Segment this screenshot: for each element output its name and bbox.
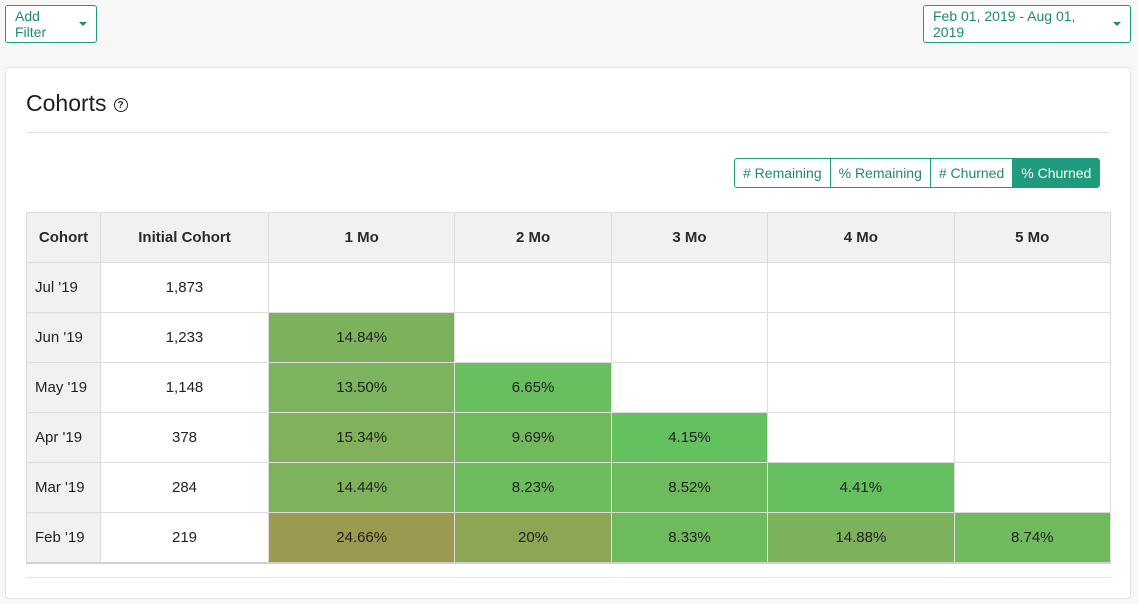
- cohort-label-cell: Jul '19: [26, 262, 101, 313]
- date-range-label: Feb 01, 2019 - Aug 01, 2019: [933, 8, 1076, 40]
- cohort-label-cell: Apr '19: [26, 412, 101, 463]
- cohort-table: Cohort Initial Cohort 1 Mo 2 Mo 3 Mo 4 M…: [26, 212, 1112, 564]
- initial-cohort-cell: 378: [100, 412, 269, 463]
- churn-cell: [454, 262, 612, 313]
- initial-cohort-cell: 1,148: [100, 362, 269, 413]
- header-5-mo: 5 Mo: [953, 212, 1112, 263]
- table-footer-divider: [26, 577, 1111, 578]
- caret-down-icon: [79, 22, 87, 26]
- header-cohort: Cohort: [26, 212, 101, 263]
- header-initial-cohort: Initial Cohort: [100, 212, 269, 263]
- add-filter-label: Add Filter: [15, 8, 47, 40]
- table-row: Apr '19 378 15.34% 9.69% 4.15%: [26, 412, 1112, 463]
- initial-cohort-cell: 1,233: [100, 312, 269, 363]
- card-title: Cohorts ?: [26, 90, 128, 117]
- churn-cell: 6.65%: [454, 362, 612, 413]
- churn-cell: [767, 312, 955, 363]
- churn-cell: [767, 362, 955, 413]
- date-range-picker-button[interactable]: Feb 01, 2019 - Aug 01, 2019: [923, 5, 1131, 43]
- initial-cohort-cell: 284: [100, 462, 269, 513]
- cohort-label-cell: Jun '19: [26, 312, 101, 363]
- table-row: Feb '19 219 24.66% 20% 8.33% 14.88% 8.74%: [26, 512, 1112, 564]
- toggle-count-remaining[interactable]: # Remaining: [735, 159, 831, 187]
- churn-cell: 14.84%: [267, 312, 456, 363]
- table-row: Jun '19 1,233 14.84%: [26, 312, 1112, 363]
- add-filter-button[interactable]: Add Filter: [5, 5, 97, 43]
- cohort-label-cell: Mar '19: [26, 462, 101, 513]
- header-1-mo: 1 Mo: [267, 212, 456, 263]
- churn-cell: 15.34%: [267, 412, 456, 463]
- churn-cell: [610, 262, 769, 313]
- churn-cell: [953, 362, 1112, 413]
- table-header-row: Cohort Initial Cohort 1 Mo 2 Mo 3 Mo 4 M…: [26, 212, 1112, 263]
- table-row: Jul '19 1,873: [26, 262, 1112, 313]
- cohort-label-cell: May '19: [26, 362, 101, 413]
- title-divider: [26, 132, 1110, 133]
- header-3-mo: 3 Mo: [610, 212, 769, 263]
- page-title: Cohorts: [26, 90, 107, 116]
- churn-cell: [767, 412, 955, 463]
- churn-cell: 8.52%: [610, 462, 769, 513]
- toggle-percent-churned[interactable]: % Churned: [1013, 159, 1100, 187]
- churn-cell: 14.88%: [767, 512, 955, 564]
- churn-cell: [267, 262, 456, 313]
- churn-cell: 9.69%: [454, 412, 612, 463]
- churn-cell: 14.44%: [267, 462, 456, 513]
- churn-cell: [953, 462, 1112, 513]
- cohorts-card: Cohorts ? # Remaining % Remaining # Chur…: [5, 67, 1131, 599]
- churn-cell: [610, 312, 769, 363]
- view-toggle-group: # Remaining % Remaining # Churned % Chur…: [734, 158, 1101, 188]
- churn-cell: [610, 362, 769, 413]
- churn-cell: [953, 312, 1112, 363]
- toggle-count-churned[interactable]: # Churned: [930, 159, 1014, 187]
- churn-cell: 4.15%: [610, 412, 769, 463]
- churn-cell: [767, 262, 955, 313]
- churn-cell: 8.33%: [610, 512, 769, 564]
- cohort-label-cell: Feb '19: [26, 512, 101, 564]
- churn-cell: 24.66%: [267, 512, 456, 564]
- churn-cell: 8.23%: [454, 462, 612, 513]
- caret-down-icon: [1113, 22, 1121, 26]
- header-4-mo: 4 Mo: [767, 212, 955, 263]
- header-2-mo: 2 Mo: [454, 212, 612, 263]
- toggle-percent-remaining[interactable]: % Remaining: [830, 159, 931, 187]
- table-row: Mar '19 284 14.44% 8.23% 8.52% 4.41%: [26, 462, 1112, 513]
- churn-cell: [953, 412, 1112, 463]
- help-icon[interactable]: ?: [113, 98, 128, 112]
- churn-cell: 20%: [454, 512, 612, 564]
- initial-cohort-cell: 1,873: [100, 262, 269, 313]
- churn-cell: 13.50%: [267, 362, 456, 413]
- initial-cohort-cell: 219: [100, 512, 269, 564]
- churn-cell: 4.41%: [767, 462, 955, 513]
- table-row: May '19 1,148 13.50% 6.65%: [26, 362, 1112, 413]
- churn-cell: 8.74%: [953, 512, 1112, 564]
- churn-cell: [953, 262, 1112, 313]
- churn-cell: [454, 312, 612, 363]
